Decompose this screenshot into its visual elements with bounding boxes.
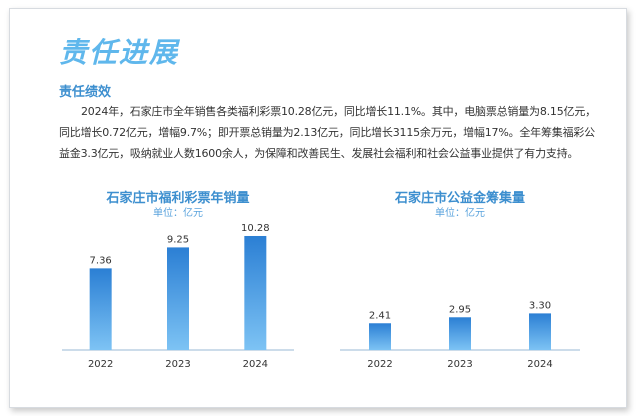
chart-svg: 7.36 2022 9.25 2023 10.28 2024 — [62, 223, 294, 370]
chart-title: 石家庄市福利彩票年销量 — [106, 191, 250, 206]
x-tick-label-2024: 2024 — [527, 359, 552, 370]
data-label-2023: 9.25 — [167, 234, 189, 245]
bar-2022 — [89, 268, 112, 350]
bar-2023 — [449, 317, 471, 350]
chart-svg: 2.41 2022 2.95 2023 3.30 2024 — [340, 300, 580, 370]
data-label-2023: 2.95 — [449, 304, 471, 315]
performance-paragraph: 2024年，石家庄市全年销售各类福利彩票10.28亿元，同比增长11.1%。其中… — [59, 105, 596, 160]
chart-unit: 单位：亿元 — [153, 208, 203, 219]
section-title: 责任绩效 — [59, 85, 112, 100]
x-tick-label-2022: 2022 — [367, 359, 392, 370]
bar-2023 — [167, 247, 189, 350]
welfare-fund-chart: 石家庄市公益金筹集量 单位：亿元 2.41 2022 2.95 2023 3.30 202… — [340, 187, 580, 387]
x-tick-label-2024: 2024 — [243, 359, 268, 370]
chart-unit: 单位：亿元 — [435, 208, 485, 219]
report-page: 责任进展 责任绩效 2024年，石家庄市全年销售各类福利彩票10.28亿元，同比… — [9, 8, 627, 408]
data-label-2024: 3.30 — [529, 300, 551, 311]
bar-2024 — [244, 235, 267, 350]
data-label-2022: 2.41 — [369, 310, 391, 321]
data-label-2022: 7.36 — [90, 255, 112, 266]
data-label-2024: 10.28 — [241, 223, 270, 234]
x-tick-label-2022: 2022 — [88, 359, 113, 370]
bar-2024 — [529, 313, 551, 350]
page-title: 责任进展 — [59, 36, 180, 69]
chart-title: 石家庄市公益金筹集量 — [394, 191, 525, 206]
bar-2022 — [369, 323, 391, 350]
x-tick-label-2023: 2023 — [165, 359, 190, 370]
lottery-sales-chart: 石家庄市福利彩票年销量 单位：亿元 7.36 2022 9.25 2023 10.28 2… — [62, 187, 294, 387]
x-tick-label-2023: 2023 — [447, 359, 472, 370]
